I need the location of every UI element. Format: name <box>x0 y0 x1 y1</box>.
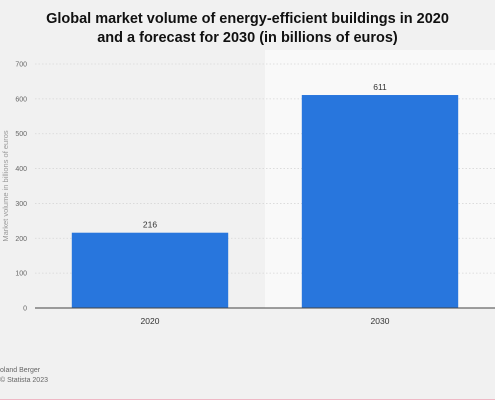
data-labels: 216 611 <box>143 82 387 230</box>
y-tick-label: 400 <box>15 166 27 173</box>
data-label-2030: 611 <box>373 82 387 92</box>
chart-title: Global market volume of energy-efficient… <box>0 10 495 48</box>
footer: oland Berger © Statista 2023 <box>0 366 48 386</box>
bar-2030 <box>301 95 459 308</box>
y-tick-label: 600 <box>15 96 27 103</box>
copyright-text: © Statista 2023 <box>0 376 48 386</box>
y-tick-label: 500 <box>15 131 27 138</box>
x-axis-ticks: 2020 2030 <box>141 316 390 326</box>
data-label-2020: 216 <box>143 220 157 230</box>
chart-title-line-2: and a forecast for 2030 (in billions of … <box>97 30 398 46</box>
y-tick-label: 100 <box>15 271 27 278</box>
copyright-icon: © <box>0 377 6 384</box>
y-axis-label: Market volume in billions of euros <box>1 130 10 242</box>
y-tick-label: 0 <box>23 306 27 313</box>
y-tick-label: 200 <box>15 236 27 243</box>
copyright-label: Statista 2023 <box>7 377 48 384</box>
chart-title-line-1: Global market volume of energy-efficient… <box>46 11 449 27</box>
x-tick-label-2030: 2030 <box>371 316 390 326</box>
y-tick-label: 300 <box>15 201 27 208</box>
y-tick-label: 700 <box>15 62 27 69</box>
source-text: oland Berger <box>0 367 41 374</box>
y-axis-ticks: 0 100 200 300 400 500 600 700 <box>15 62 27 313</box>
bars <box>71 95 459 308</box>
x-tick-label-2020: 2020 <box>141 316 160 326</box>
bar-2020 <box>71 232 229 308</box>
